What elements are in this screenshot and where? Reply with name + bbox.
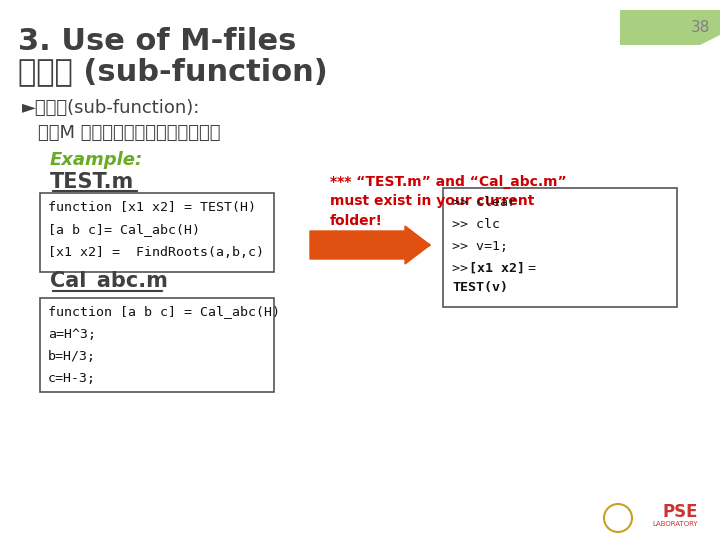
- Text: ►次函數(sub-function):: ►次函數(sub-function):: [22, 99, 200, 117]
- Text: >> v=1;: >> v=1;: [452, 240, 508, 253]
- Polygon shape: [620, 10, 720, 45]
- Text: function [x1 x2] = TEST(H): function [x1 x2] = TEST(H): [48, 201, 256, 214]
- Text: >>: >>: [452, 261, 476, 274]
- Text: 次函數 (sub-function): 次函數 (sub-function): [18, 57, 328, 86]
- Text: *** “TEST.m” and “Cal_abc.m”
must exist in your current
folder!: *** “TEST.m” and “Cal_abc.m” must exist …: [330, 175, 567, 228]
- Text: [x1 x2]: [x1 x2]: [469, 261, 525, 274]
- Text: LABORATORY: LABORATORY: [652, 521, 698, 527]
- Text: function [a b c] = Cal_abc(H): function [a b c] = Cal_abc(H): [48, 306, 280, 319]
- Text: Cal_abc.m: Cal_abc.m: [50, 272, 168, 293]
- Text: TEST(v): TEST(v): [452, 280, 508, 294]
- Text: 38: 38: [690, 19, 710, 35]
- Text: >> clear: >> clear: [452, 195, 516, 208]
- Text: a=H^3;: a=H^3;: [48, 327, 96, 341]
- FancyArrow shape: [310, 226, 430, 264]
- Text: TEST.m: TEST.m: [50, 172, 134, 192]
- Text: >> clc: >> clc: [452, 218, 500, 231]
- Text: c=H-3;: c=H-3;: [48, 372, 96, 384]
- Text: 3. Use of M-files: 3. Use of M-files: [18, 28, 297, 57]
- FancyBboxPatch shape: [443, 188, 677, 307]
- Text: b=H/3;: b=H/3;: [48, 349, 96, 362]
- FancyBboxPatch shape: [40, 193, 274, 272]
- Text: [a b c]= Cal_abc(H): [a b c]= Cal_abc(H): [48, 224, 200, 237]
- Text: Example:: Example:: [50, 151, 143, 169]
- FancyBboxPatch shape: [40, 298, 274, 392]
- Text: [x1 x2] =  FindRoots(a,b,c): [x1 x2] = FindRoots(a,b,c): [48, 246, 264, 259]
- Text: PSE: PSE: [662, 503, 698, 521]
- Text: 一個M 檔案可以有一個以上的次函數: 一個M 檔案可以有一個以上的次函數: [38, 124, 220, 142]
- Text: =: =: [520, 261, 536, 274]
